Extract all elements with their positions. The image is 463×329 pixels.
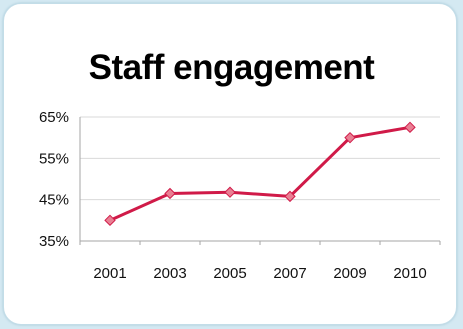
x-tick-label: 2007: [273, 265, 306, 282]
data-point-marker: [344, 131, 356, 144]
axes: [79, 117, 441, 245]
x-tick-labels: 2001 2003 2005 2007 2009 2010: [93, 265, 426, 282]
data-point-marker: [224, 186, 236, 198]
x-tick-label: 2010: [393, 265, 426, 282]
x-tick-label: 2005: [213, 265, 246, 282]
y-tick-label: 55%: [39, 150, 69, 167]
series: [104, 121, 416, 227]
data-point-marker: [164, 187, 176, 200]
series-line: [108, 125, 412, 222]
data-point-marker: [284, 190, 296, 203]
data-point-marker: [404, 121, 416, 134]
y-tick-labels: 35% 45% 55% 65%: [39, 109, 69, 250]
data-point-marker: [104, 214, 116, 227]
y-tick-label: 65%: [39, 109, 69, 126]
y-tick-label: 45%: [39, 192, 69, 209]
chart-card: [3, 3, 457, 325]
chart-title: Staff engagement: [88, 48, 375, 87]
x-tick-label: 2009: [333, 265, 366, 282]
x-tick-label: 2003: [153, 265, 186, 282]
x-tick-label: 2001: [93, 265, 126, 282]
y-tick-label: 35%: [39, 233, 69, 250]
grid-lines: [80, 116, 440, 201]
